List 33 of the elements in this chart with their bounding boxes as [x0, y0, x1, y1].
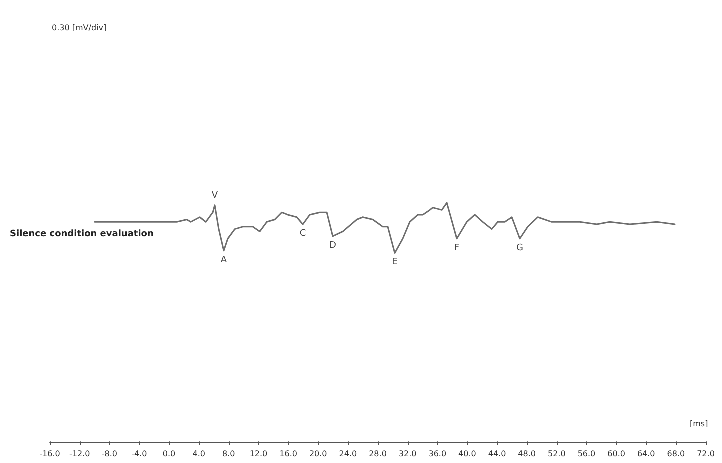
- x-tick-label: 36.0: [428, 450, 447, 458]
- x-tick-label: 60.0: [608, 450, 626, 458]
- x-axis-title: [ms]: [690, 420, 708, 428]
- x-tick-label: 8.0: [222, 450, 236, 458]
- x-tick-label: -16.0: [40, 450, 60, 458]
- annotation: A: [220, 255, 228, 266]
- x-tick-label: 44.0: [488, 450, 506, 458]
- x-tick-label: -8.0: [102, 450, 118, 458]
- x-tick-label: 16.0: [280, 450, 298, 458]
- x-tick-label: 4.0: [192, 450, 206, 458]
- x-tick-label: 20.0: [309, 450, 328, 458]
- text: 0.30 [mV/div]: [52, 24, 107, 32]
- x-tick-label: 68.0: [667, 450, 686, 458]
- x-tick-label: 64.0: [637, 450, 656, 458]
- x-tick-label: 32.0: [398, 450, 417, 458]
- annotation: V: [212, 190, 219, 201]
- annotation: C: [300, 229, 306, 240]
- annotation: Silence condition evaluation: [10, 230, 154, 240]
- x-tick-label: 12.0: [250, 450, 268, 458]
- x-tick-label: 48.0: [518, 450, 536, 458]
- annotation: G: [516, 243, 524, 254]
- x-tick-label: 56.0: [578, 450, 596, 458]
- x-tick-label: -4.0: [132, 450, 148, 458]
- x-tick-label: 52.0: [548, 450, 566, 458]
- annotation: E: [392, 258, 398, 268]
- annotation: F: [454, 243, 460, 254]
- x-tick-label: 28.0: [369, 450, 387, 458]
- x-tick-label: 72.0: [697, 450, 715, 458]
- annotation: D: [330, 240, 337, 251]
- x-tick-label: -12.0: [69, 450, 90, 458]
- x-tick-label: 24.0: [339, 450, 358, 458]
- x-tick-label: 0.0: [162, 450, 176, 458]
- x-tick-label: 40.0: [458, 450, 476, 458]
